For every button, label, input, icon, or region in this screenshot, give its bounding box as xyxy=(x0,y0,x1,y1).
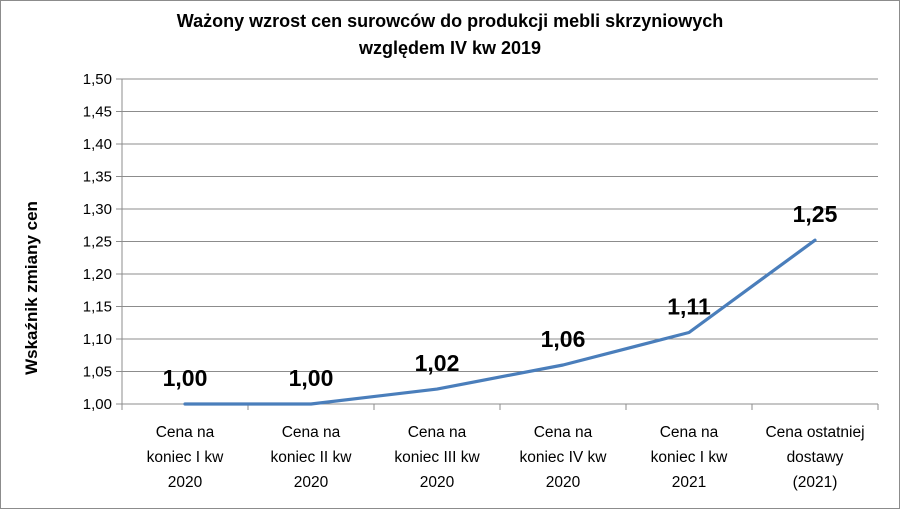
y-tick-label: 1,50 xyxy=(83,71,112,88)
data-label: 1,00 xyxy=(163,365,208,391)
y-tick-label: 1,30 xyxy=(83,201,112,218)
series-line xyxy=(183,238,817,406)
y-tick-label: 1,45 xyxy=(83,104,112,121)
x-tick-label: Cena na koniec II kw 2020 xyxy=(271,424,353,491)
y-tick-label: 1,35 xyxy=(83,169,112,186)
x-tick-label: Cena na koniec I kw 2020 xyxy=(147,424,224,491)
chart-title: Ważony wzrost cen surowców do produkcji … xyxy=(176,11,724,58)
x-tick-label: Cena na koniec III kw 2020 xyxy=(394,424,480,491)
y-tick-label: 1,15 xyxy=(83,299,112,316)
y-tick-label: 1,25 xyxy=(83,234,112,251)
y-tick-label: 1,40 xyxy=(83,136,112,153)
y-tick-label: 1,00 xyxy=(83,396,112,413)
data-label: 1,02 xyxy=(415,350,460,376)
data-label: 1,06 xyxy=(541,326,586,352)
y-tick-label: 1,10 xyxy=(83,331,112,348)
x-tick-label: Cena na koniec IV kw 2020 xyxy=(519,424,607,491)
data-label: 1,11 xyxy=(667,294,711,320)
y-tick-label: 1,05 xyxy=(83,364,112,381)
data-label: 1,00 xyxy=(289,365,334,391)
data-label: 1,25 xyxy=(793,201,838,227)
x-tick-label: Cena ostatniej dostawy (2021) xyxy=(765,424,864,491)
x-tick-label: Cena na koniec I kw 2021 xyxy=(651,424,728,491)
y-tick-label: 1,20 xyxy=(83,266,112,283)
